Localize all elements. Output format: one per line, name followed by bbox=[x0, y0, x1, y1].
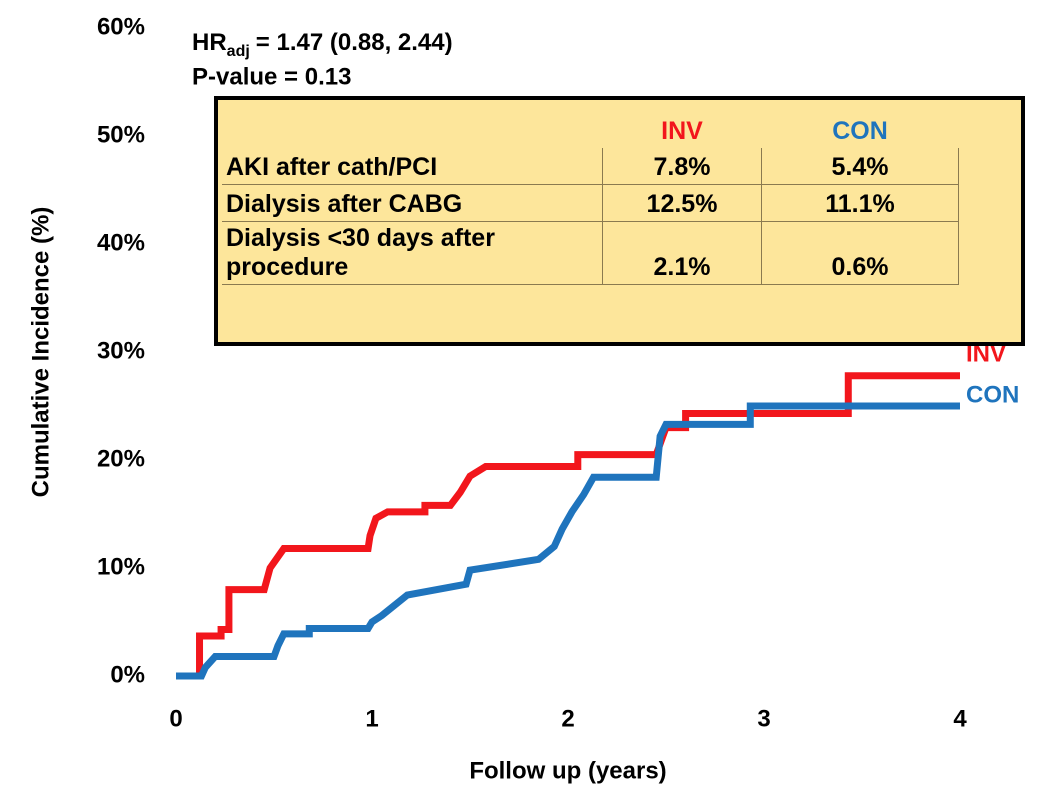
row-label: AKI after cath/PCI bbox=[222, 148, 603, 185]
y-tick-label: 10% bbox=[97, 553, 145, 580]
x-axis-label: Follow up (years) bbox=[469, 757, 666, 784]
value-cell: 5.4% bbox=[761, 148, 959, 185]
value-cell: 7.8% bbox=[602, 148, 762, 185]
summary-table: INV CON AKI after cath/PCI 7.8% 5.4% Dialysis… bbox=[214, 96, 1025, 346]
x-tick-label: 3 bbox=[757, 705, 770, 732]
p-value: P-value = 0.13 bbox=[192, 63, 351, 90]
row-label: Dialysis after CABG bbox=[222, 184, 603, 222]
table-row: Dialysis <30 days after procedure 2.1% 0.6… bbox=[222, 221, 959, 285]
table-row: AKI after cath/PCI 7.8% 5.4% bbox=[222, 148, 959, 185]
y-axis-label: Cumulative Incidence (%) bbox=[27, 207, 54, 498]
hr-prefix: HR bbox=[192, 29, 227, 56]
table: INV CON AKI after cath/PCI 7.8% 5.4% Dialysis… bbox=[222, 112, 959, 285]
hr-value: = 1.47 (0.88, 2.44) bbox=[256, 29, 453, 56]
x-tick-label: 0 bbox=[169, 705, 182, 732]
y-tick-label: 60% bbox=[97, 13, 145, 40]
y-tick-label: 40% bbox=[97, 229, 145, 256]
x-tick-label: 4 bbox=[953, 705, 967, 732]
column-header: CON bbox=[832, 117, 888, 145]
column-header: INV bbox=[661, 117, 703, 145]
row-label: Dialysis <30 days after procedure bbox=[222, 221, 603, 285]
value-cell: 11.1% bbox=[761, 184, 959, 222]
value-cell: 12.5% bbox=[602, 184, 762, 222]
hr-sub: adj bbox=[227, 43, 250, 60]
x-tick-label: 2 bbox=[561, 705, 574, 732]
y-tick-label: 50% bbox=[97, 121, 145, 148]
value-cell: 0.6% bbox=[761, 221, 959, 285]
table-row: Dialysis after CABG 12.5% 11.1% bbox=[222, 184, 959, 222]
x-tick-label: 1 bbox=[365, 705, 378, 732]
series-line bbox=[176, 402, 960, 680]
header-cell bbox=[222, 112, 603, 148]
table-header: INV CON bbox=[222, 112, 959, 148]
y-tick-label: 30% bbox=[97, 337, 145, 364]
y-tick-label: 20% bbox=[97, 445, 145, 472]
y-tick-label: 0% bbox=[110, 661, 145, 688]
value-cell: 2.1% bbox=[602, 221, 762, 285]
hr-annotation: HRadj = 1.47 (0.88, 2.44) bbox=[192, 29, 453, 60]
legend-label: CON bbox=[966, 381, 1019, 408]
